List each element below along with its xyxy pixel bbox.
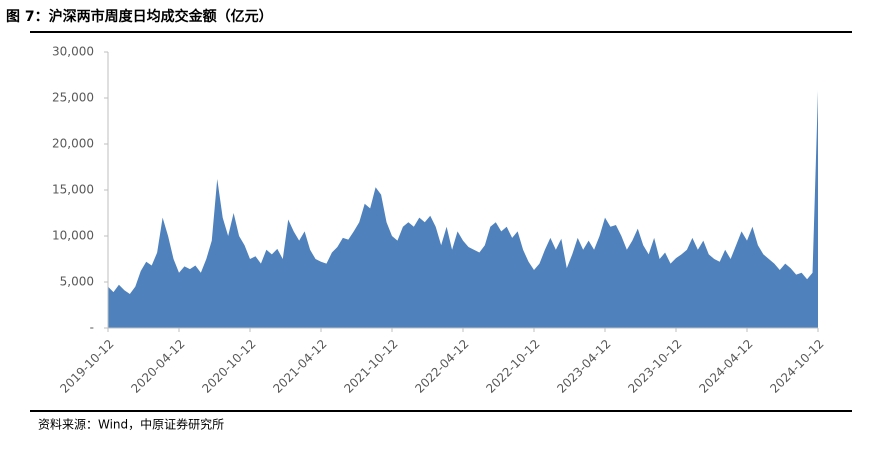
x-tick-label: 2024-04-12 [696,337,755,396]
y-tick-label: - [90,321,94,335]
x-tick-label: 2019-10-12 [57,337,116,396]
x-tick-label: 2023-04-12 [554,337,613,396]
y-tick-label: 25,000 [52,91,94,105]
area [108,90,818,328]
x-tick-label: 2022-10-12 [483,337,542,396]
x-tick-label: 2021-10-12 [341,337,400,396]
x-tick-label: 2024-10-12 [767,337,826,396]
y-tick-label: 5,000 [60,275,94,289]
y-tick-label: 30,000 [52,45,94,59]
x-tick-label: 2022-04-12 [412,337,471,396]
x-tick-label: 2020-04-12 [128,337,187,396]
y-tick-label: 20,000 [52,137,94,151]
x-tick-label: 2023-10-12 [625,337,684,396]
chart-title: 图 7：沪深两市周度日均成交金额（亿元） [6,8,273,25]
y-tick-label: 10,000 [52,229,94,243]
source-note: 资料来源：Wind，中原证券研究所 [38,417,224,432]
x-tick-label: 2021-04-12 [270,337,329,396]
x-tick-label: 2020-10-12 [199,337,258,396]
y-tick-label: 15,000 [52,183,94,197]
